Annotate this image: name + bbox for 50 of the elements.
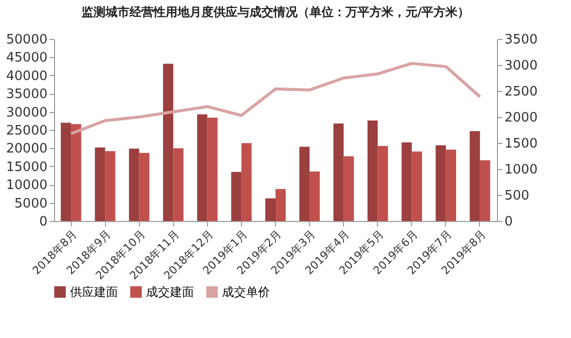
y-tick-label: 25000 [6,124,48,138]
bar [368,120,378,221]
bar [470,131,480,221]
y-tick-label: 40000 [6,68,48,84]
bar [344,156,354,221]
legend-label: 供应建面 [70,285,118,299]
bar [139,152,150,221]
bar [163,64,174,221]
y-tick-label: 10000 [6,178,48,194]
y2-tick-label: 1000 [504,162,538,178]
y2-tick-label: 1500 [504,136,538,152]
bar [446,150,456,221]
y2-tick-label: 500 [504,188,530,204]
bar [94,147,106,221]
bar [128,148,140,221]
bar [197,114,208,221]
y2-tick-label: 2500 [504,84,538,100]
y2-tick-label: 0 [504,214,513,230]
bar [378,146,388,221]
y-tick-label: 45000 [6,50,48,66]
bar [310,171,320,221]
bar [71,124,82,221]
bar [231,172,242,221]
y-tick-label: 0 [39,214,48,230]
y-tick-label: 30000 [6,105,48,120]
bar [207,118,218,221]
bar [402,142,412,221]
y-tick-label: 50000 [6,32,48,48]
bar [333,123,344,221]
legend-label: 成交建面 [146,285,194,299]
y2-tick-label: 2000 [504,110,538,126]
legend-label: 成交单价 [222,285,270,299]
y-tick-label: 35000 [6,87,48,102]
y2-tick-label: 3000 [504,58,538,74]
bar [412,151,422,221]
bar [60,122,72,221]
y-tick-label: 20000 [6,142,48,157]
bar [265,198,276,221]
chart-title: 监测城市经营性用地月度供应与成交情况（单位：万平方米，元/平方米） [81,5,470,19]
y-tick-label: 15000 [6,160,48,175]
y2-tick-label: 3500 [504,32,538,48]
y-tick-label: 5000 [14,196,48,212]
bar [173,148,184,221]
bar [276,188,286,221]
bar [480,160,490,221]
bar [241,143,252,221]
bar [436,145,446,221]
bar [299,146,310,221]
bar [105,151,116,221]
line-series [70,62,482,136]
